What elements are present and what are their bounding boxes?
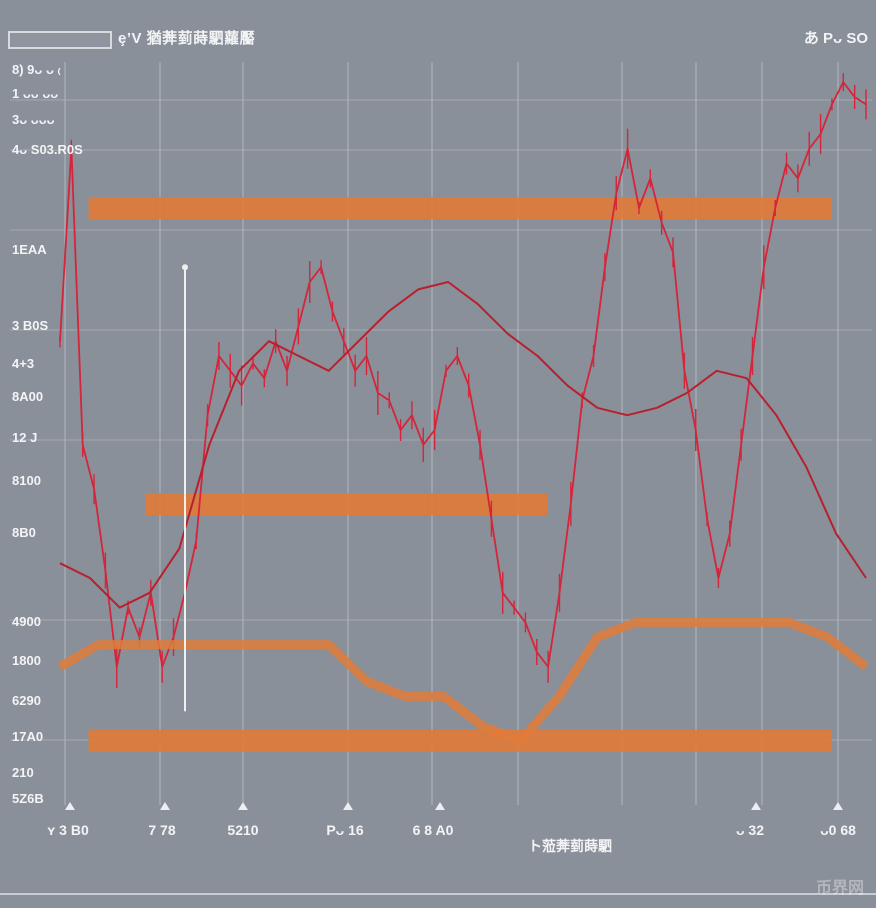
y-tick-label: 4+3: [12, 356, 35, 371]
chart-title: ȩ’V 猶莾菿蒔駟蘿靨: [118, 30, 256, 47]
x-tick-mark-4: [435, 802, 445, 810]
x-tick-label: 5210: [227, 822, 259, 838]
x-axis-title: ト蒞莾菿蒔駟: [528, 838, 612, 854]
y-tick-label: 17A0: [12, 729, 44, 744]
level-band-2: [88, 729, 832, 752]
y-tick-label: 8) 9ᴗ ᴗ ₍: [12, 62, 61, 77]
level-band-0: [88, 197, 832, 219]
x-tick-mark-6: [833, 802, 843, 810]
x-tick-label: 7 78: [148, 822, 176, 838]
y-tick-label: 4900: [12, 614, 41, 629]
x-tick-label: Pᴗ 16: [326, 822, 364, 838]
x-tick-label: ᴗ 32: [735, 822, 765, 838]
y-tick-label: 4ᴗ S03.R0S: [12, 142, 83, 157]
x-tick-mark-1: [160, 802, 170, 810]
level-bands: [88, 197, 832, 752]
y-tick-label: 6290: [12, 693, 41, 708]
y-tick-label: 1800: [12, 653, 41, 668]
level-band-1: [145, 493, 548, 515]
x-tick-mark-5: [751, 802, 761, 810]
x-tick-label: ᴗ0 68: [820, 822, 856, 838]
y-tick-label: 8B0: [12, 525, 36, 540]
y-tick-label: 8A00: [12, 389, 44, 404]
vertical-marker-cap-0: [182, 264, 188, 271]
x-tick-label: ʏ 3 B0: [47, 822, 89, 838]
series-price: [59, 81, 867, 668]
y-tick-label: 3ᴗ ᴗᴗᴗ: [12, 112, 55, 127]
bottom-rule: [0, 893, 876, 895]
series-layer: [57, 73, 869, 746]
y-tick-label: 3 B0S: [12, 318, 49, 333]
x-tick-mark-0: [65, 802, 75, 810]
y-tick-label: 210: [12, 765, 34, 780]
markers: [182, 264, 188, 712]
series-level: [57, 617, 869, 746]
y-tick-label: 1EAA: [12, 242, 47, 257]
y-tick-label: 1 ᴗᴗ ᴗᴗ: [12, 86, 59, 101]
watermark: 币界网: [815, 880, 864, 897]
y-tick-label: 8100: [12, 473, 41, 488]
y-tick-label: 5Z6B: [12, 791, 44, 806]
y-tick-label: 12 J: [12, 430, 38, 445]
x-tick-label: 6 8 A0: [412, 822, 454, 838]
series-trend: [59, 281, 867, 609]
x-tick-mark-2: [238, 802, 248, 810]
title-input-box: [8, 31, 112, 49]
x-tick-mark-3: [343, 802, 353, 810]
corner-label: あ Pᴗ SO: [803, 30, 868, 47]
